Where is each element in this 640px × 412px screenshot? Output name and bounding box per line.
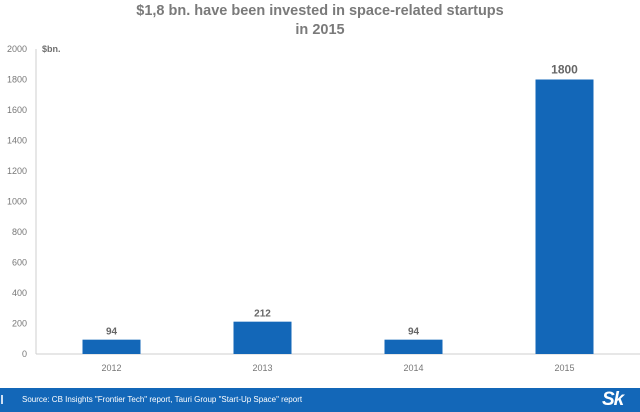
- data-label-2014: 94: [408, 327, 420, 338]
- bar-2015: [535, 79, 594, 354]
- y-tick-label: 0: [22, 349, 27, 359]
- bar-2014: [384, 339, 443, 354]
- x-tick-label-2013: 2013: [252, 363, 272, 373]
- skolkovo-logo: Sk: [602, 389, 624, 410]
- footer-marker: [1, 395, 3, 404]
- data-label-2015: 1800: [551, 63, 578, 77]
- y-tick-label: 800: [12, 227, 27, 237]
- bar-2012: [82, 339, 141, 354]
- data-label-2012: 94: [106, 327, 118, 338]
- bar-chart: 0 200 400 600 800 1000 1200 1400 1600 1800 2000 $bn…: [7, 44, 640, 373]
- chart-title-line-2: in 2015: [295, 22, 345, 38]
- y-tick-label: 400: [12, 288, 27, 298]
- y-axis-unit-label: $bn.: [42, 44, 61, 54]
- x-tick-label-2012: 2012: [101, 363, 121, 373]
- chart-title-line-1: $1,8 bn. have been invested in space-rel…: [136, 3, 504, 19]
- source-note: Source: CB Insights "Frontier Tech" repo…: [22, 395, 303, 404]
- x-tick-label-2015: 2015: [554, 363, 574, 373]
- y-tick-label: 1800: [7, 75, 27, 85]
- y-tick-label: 1600: [7, 105, 27, 115]
- chart-title: $1,8 bn. have been invested in space-rel…: [0, 2, 640, 40]
- y-tick-label: 1000: [7, 197, 27, 207]
- x-tick-label-2014: 2014: [403, 363, 423, 373]
- footer-bar: Source: CB Insights "Frontier Tech" repo…: [0, 388, 640, 412]
- y-tick-label: 1200: [7, 166, 27, 176]
- y-tick-label: 2000: [7, 44, 27, 54]
- y-tick-label: 1400: [7, 136, 27, 146]
- data-label-2013: 212: [254, 309, 271, 320]
- bar-2013: [233, 321, 292, 354]
- y-tick-label: 600: [12, 258, 27, 268]
- y-tick-label: 200: [12, 319, 27, 329]
